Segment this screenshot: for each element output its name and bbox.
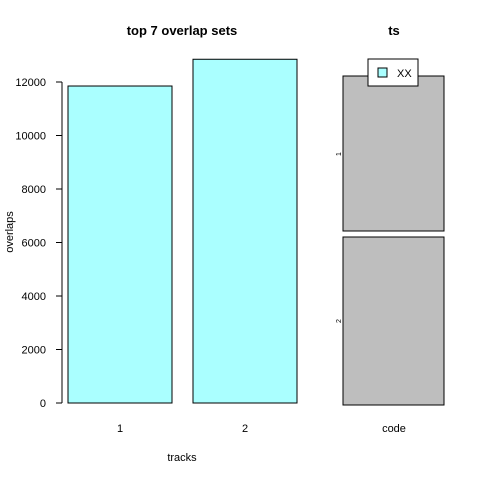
y-tick-label: 2000: [22, 345, 46, 357]
ts-category-label: code: [382, 423, 406, 435]
bar-group: [67, 58, 298, 404]
y-axis: 0 2000 4000 6000 8000 10000 12000: [15, 77, 63, 410]
y-axis-label: overlaps: [4, 211, 16, 253]
ts-segment-1-bar: [342, 75, 445, 232]
ts-segment-2-label: 2: [336, 319, 343, 323]
y-tick-label: 10000: [15, 131, 46, 143]
legend-swatch: [377, 67, 388, 78]
ts-panel: ts 1 2 code XX: [336, 23, 445, 435]
bar-2: [192, 58, 298, 404]
y-tick-label: 6000: [22, 238, 46, 250]
legend: XX: [367, 58, 419, 87]
x-tick-label: 2: [242, 423, 248, 435]
x-axis-label: tracks: [167, 452, 197, 464]
overlaps-panel: top 7 overlap sets 0 2000 4000 6000 8000 1000…: [4, 23, 298, 464]
x-tick-label: 1: [117, 423, 123, 435]
ts-segment-2-bar: [342, 236, 445, 406]
ts-segment-1-label: 1: [336, 152, 343, 156]
y-tick-label: 4000: [22, 291, 46, 303]
legend-label: XX: [397, 68, 412, 80]
chart-title: top 7 overlap sets: [127, 23, 238, 38]
bar-1: [67, 85, 173, 404]
legend-box: [367, 58, 419, 87]
ts-title: ts: [388, 23, 400, 38]
y-tick-label: 0: [40, 398, 46, 410]
y-tick-label: 12000: [15, 77, 46, 89]
y-tick-label: 8000: [22, 184, 46, 196]
